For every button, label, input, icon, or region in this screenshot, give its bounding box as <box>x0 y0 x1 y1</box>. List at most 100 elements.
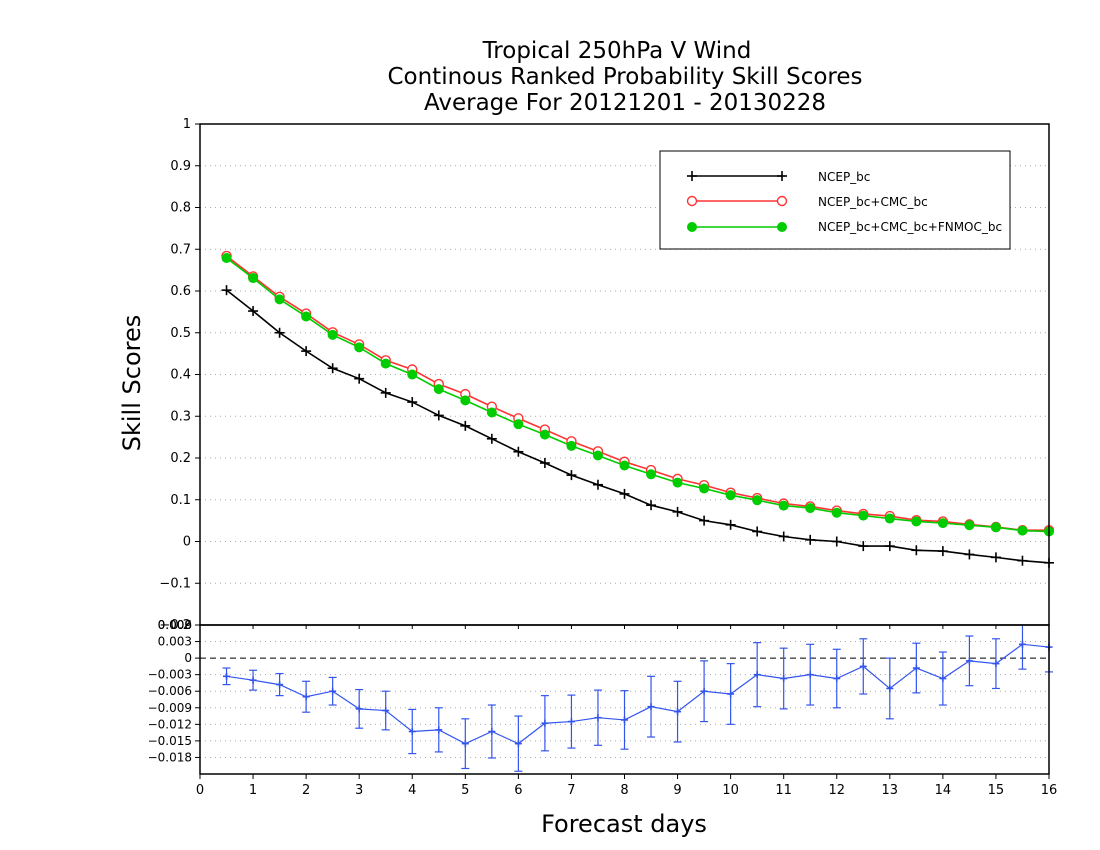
top-y-tick-label: −0.1 <box>159 576 191 591</box>
difference-point <box>514 740 522 748</box>
top-y-tick-label: 0 <box>183 535 191 550</box>
legend-box <box>659 150 1011 250</box>
x-tick-label: 8 <box>620 783 628 798</box>
difference-line <box>226 643 1050 745</box>
top-y-tick-label: 0.6 <box>170 284 191 299</box>
difference-point <box>329 687 337 695</box>
bottom-y-tick-label: 0.003 <box>158 635 192 649</box>
legend: NCEP_bc NCEP_bc+CMC_bc NCEP_bc+CMC_bc+FN… <box>659 150 1011 250</box>
series-2-point <box>460 395 471 406</box>
bottom-y-tick-label: −0.009 <box>148 701 192 715</box>
difference-point <box>912 664 920 672</box>
difference-point <box>886 684 894 692</box>
legend-label-ncep-cmc: NCEP_bc+CMC_bc <box>818 195 928 209</box>
series-0-point <box>884 541 895 552</box>
difference-point <box>355 705 363 713</box>
series-0-point <box>672 506 683 517</box>
bottom-panel-series <box>222 625 1053 772</box>
difference-point <box>567 718 575 726</box>
series-0-point <box>592 479 603 490</box>
bottom-panel-grid <box>200 624 1049 758</box>
series-0-point <box>858 541 869 552</box>
series-2-point <box>301 311 312 322</box>
series-0-point <box>248 306 259 317</box>
series-0-point <box>354 373 365 384</box>
series-2-point <box>221 253 232 264</box>
series-0-point <box>831 536 842 547</box>
difference-point <box>461 740 469 748</box>
series-2-point <box>937 518 948 529</box>
difference-point <box>249 676 257 684</box>
difference-point <box>939 675 947 683</box>
series-0-point <box>539 458 550 469</box>
x-tick-label: 9 <box>673 783 681 798</box>
series-2-point <box>805 503 816 514</box>
series-2-point <box>831 507 842 518</box>
x-tick-label: 15 <box>988 783 1005 798</box>
legend-marker-1 <box>776 195 788 207</box>
x-tick-label: 16 <box>1041 783 1058 798</box>
bottom-y-tick-label: −0.018 <box>148 750 192 764</box>
top-y-tick-label: 0.3 <box>170 409 191 424</box>
bottom-y-tick-label: −0.012 <box>148 717 192 731</box>
x-tick-label: 13 <box>882 783 899 798</box>
difference-point <box>806 671 814 679</box>
difference-point <box>727 690 735 698</box>
series-2-point <box>990 522 1001 533</box>
difference-point <box>753 671 761 679</box>
legend-marker-0 <box>687 171 697 181</box>
difference-point <box>488 728 496 736</box>
series-0-point <box>407 397 418 408</box>
series-0-point <box>327 363 338 374</box>
top-y-tick-label: 0.8 <box>170 201 191 216</box>
series-2-point <box>433 384 444 395</box>
x-tick-label: 5 <box>461 783 469 798</box>
difference-point <box>302 693 310 701</box>
series-0-point <box>937 546 948 557</box>
series-0-point <box>778 531 789 542</box>
legend-marker-2 <box>777 222 787 232</box>
difference-point <box>382 707 390 715</box>
series-0-point <box>990 552 1001 563</box>
series-2-point <box>327 329 338 340</box>
series-2-point <box>911 516 922 527</box>
difference-point <box>833 675 841 683</box>
series-2-point <box>486 407 497 418</box>
series-2-point <box>539 429 550 440</box>
top-panel-y-ticks: 1 0.9 0.8 0.7 0.6 0.5 0.4 0.3 0.2 0.1 0 −0.1 −0.2 <box>159 117 200 633</box>
series-2-point <box>858 510 869 521</box>
bottom-y-tick-label: 0.006 <box>158 618 192 632</box>
series-2-point <box>380 358 391 369</box>
bottom-y-tick-label: −0.015 <box>148 734 192 748</box>
series-0-point <box>964 549 975 560</box>
difference-point <box>674 708 682 716</box>
difference-point <box>435 726 443 734</box>
x-axis-label: Forecast days <box>541 810 707 838</box>
series-2-point <box>884 513 895 524</box>
x-tick-label: 2 <box>302 783 310 798</box>
bottom-panel-frame <box>199 624 1050 775</box>
difference-point <box>594 714 602 722</box>
chart-title-line-2: Continous Ranked Probability Skill Score… <box>387 64 862 90</box>
series-2-point <box>407 369 418 380</box>
difference-point <box>992 660 1000 668</box>
difference-point <box>408 728 416 736</box>
difference-point <box>700 687 708 695</box>
x-tick-label: 12 <box>828 783 845 798</box>
series-0-point <box>274 327 285 338</box>
series-0-point <box>1017 555 1028 566</box>
x-tick-label: 6 <box>514 783 522 798</box>
series-2-point <box>619 460 630 471</box>
series-2-point <box>672 477 683 488</box>
series-0-point <box>805 534 816 545</box>
x-tick-label: 3 <box>355 783 363 798</box>
legend-marker-0 <box>777 171 787 181</box>
series-0-point <box>619 488 630 499</box>
top-y-tick-label: 0.4 <box>170 368 191 383</box>
series-0-point <box>380 387 391 398</box>
series-2-point <box>964 520 975 531</box>
top-y-tick-label: 0.1 <box>170 493 191 508</box>
series-2-point <box>248 273 259 284</box>
series-line-2 <box>226 257 1050 533</box>
